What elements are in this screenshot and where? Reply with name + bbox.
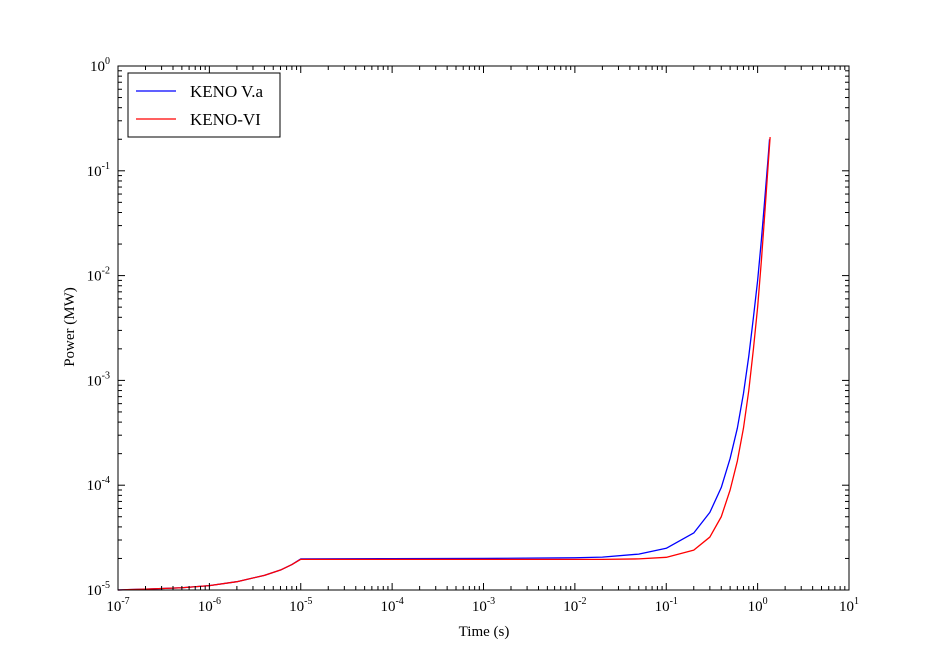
y-axis-label: Power (MW) [62, 287, 78, 367]
y-tick-label: 10-2 [87, 266, 110, 285]
x-tick-label: 10-6 [198, 596, 221, 615]
legend: KENO V.a KENO-VI [127, 72, 281, 138]
y-tick-label: 10-4 [87, 475, 110, 494]
tick-layer [117, 65, 850, 591]
x-tick-label: 10-2 [563, 596, 586, 615]
x-tick-label: 10-3 [472, 596, 495, 615]
x-tick-label: 10-5 [289, 596, 312, 615]
x-tick-labels: 10-7 10-6 10-5 10-4 10-3 10-2 10-1 100 101 [106, 596, 859, 615]
legend-label-1: KENO V.a [190, 82, 263, 101]
legend-label-2: KENO-VI [190, 110, 261, 129]
y-tick-label: 100 [90, 56, 110, 75]
x-axis-label: Time (s) [459, 624, 510, 640]
series-layer [117, 136, 771, 591]
legend-box [127, 72, 281, 138]
y-tick-labels: 10-5 10-4 10-3 10-2 10-1 100 [87, 56, 110, 599]
y-tick-label: 10-1 [87, 161, 110, 180]
y-tick-label: 10-3 [87, 370, 110, 389]
x-tick-label: 10-1 [655, 596, 678, 615]
y-tick-label: 10-5 [87, 580, 110, 599]
series-line-1 [117, 139, 771, 591]
x-tick-label: 10-7 [106, 596, 129, 615]
x-tick-label: 10-4 [380, 596, 403, 615]
plot-frame [117, 65, 850, 591]
x-tick-label: 101 [839, 596, 859, 615]
series-line-2 [117, 136, 771, 591]
x-tick-label: 100 [748, 596, 768, 615]
